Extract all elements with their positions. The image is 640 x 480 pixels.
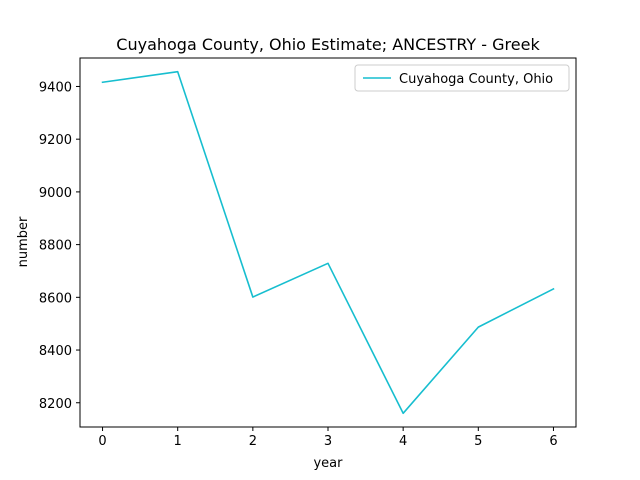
x-tick-label-3: 3 [324,434,332,449]
y-tick-label-0: 8200 [39,397,72,412]
chart-title: Cuyahoga County, Ohio Estimate; ANCESTRY… [116,35,540,54]
axes-frame [79,57,577,428]
y-tick-label-3: 8800 [39,239,72,254]
x-tick-label-5: 5 [474,434,482,449]
plot-area: 0 1 2 3 4 5 6 8200 8400 8600 8800 9000 9200 9400 [39,57,577,449]
x-axis-label: year [313,456,343,471]
y-tick-label-1: 8400 [39,344,72,359]
y-tick-label-5: 9200 [39,133,72,148]
x-tick-label-2: 2 [249,434,257,449]
x-tick-label-1: 1 [174,434,182,449]
x-tick-label-4: 4 [399,434,407,449]
legend-box [354,64,570,92]
legend-label-0: Cuyahoga County, Ohio [399,72,553,87]
y-axis-label: number [16,216,31,267]
y-tick-label-4: 9000 [39,186,72,201]
y-tick-label-2: 8600 [39,291,72,306]
y-tick-label-6: 9400 [39,80,72,95]
x-tick-label-0: 0 [98,434,106,449]
series-line-0 [101,70,555,415]
legend: Cuyahoga County, Ohio [354,64,570,92]
x-tick-label-6: 6 [549,434,557,449]
